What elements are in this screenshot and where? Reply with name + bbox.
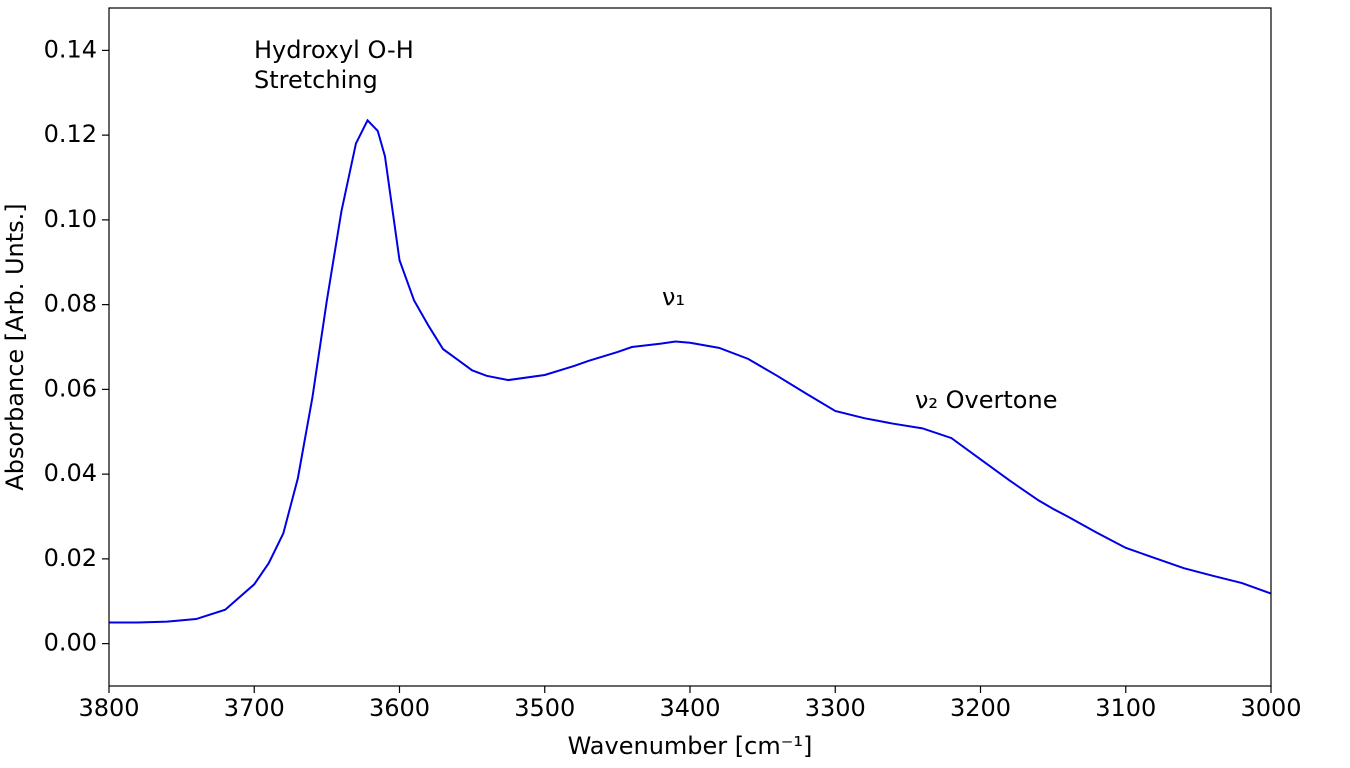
y-tick-label: 0.12 (44, 120, 97, 148)
y-tick-label: 0.10 (44, 205, 97, 233)
annotation: ν₂ Overtone (915, 386, 1058, 414)
annotation: Hydroxyl O-H Stretching (254, 36, 414, 94)
plot-frame (108, 7, 1272, 687)
line-series (109, 118, 1272, 624)
x-tick-label: 3400 (659, 694, 720, 722)
x-tick-label: 3200 (950, 694, 1011, 722)
x-tick-label: 3100 (1095, 694, 1156, 722)
annotation: ν₁ (662, 283, 686, 311)
x-tick-label: 3600 (369, 694, 430, 722)
y-tick-label: 0.00 (44, 629, 97, 657)
x-tick-label: 3700 (224, 694, 285, 722)
y-tick-label: 0.06 (44, 374, 97, 402)
y-tick-label: 0.02 (44, 544, 97, 572)
y-tick-label: 0.04 (44, 459, 97, 487)
x-tick-label: 3800 (78, 694, 139, 722)
x-axis-label: Wavenumber [cm⁻¹] (568, 732, 813, 760)
x-tick-label: 3500 (514, 694, 575, 722)
y-axis-label: Absorbance [Arb. Unts.] (1, 203, 29, 490)
y-tick-label: 0.14 (44, 35, 97, 63)
x-tick-label: 3000 (1240, 694, 1301, 722)
x-tick-label: 3300 (805, 694, 866, 722)
y-tick-label: 0.08 (44, 290, 97, 318)
